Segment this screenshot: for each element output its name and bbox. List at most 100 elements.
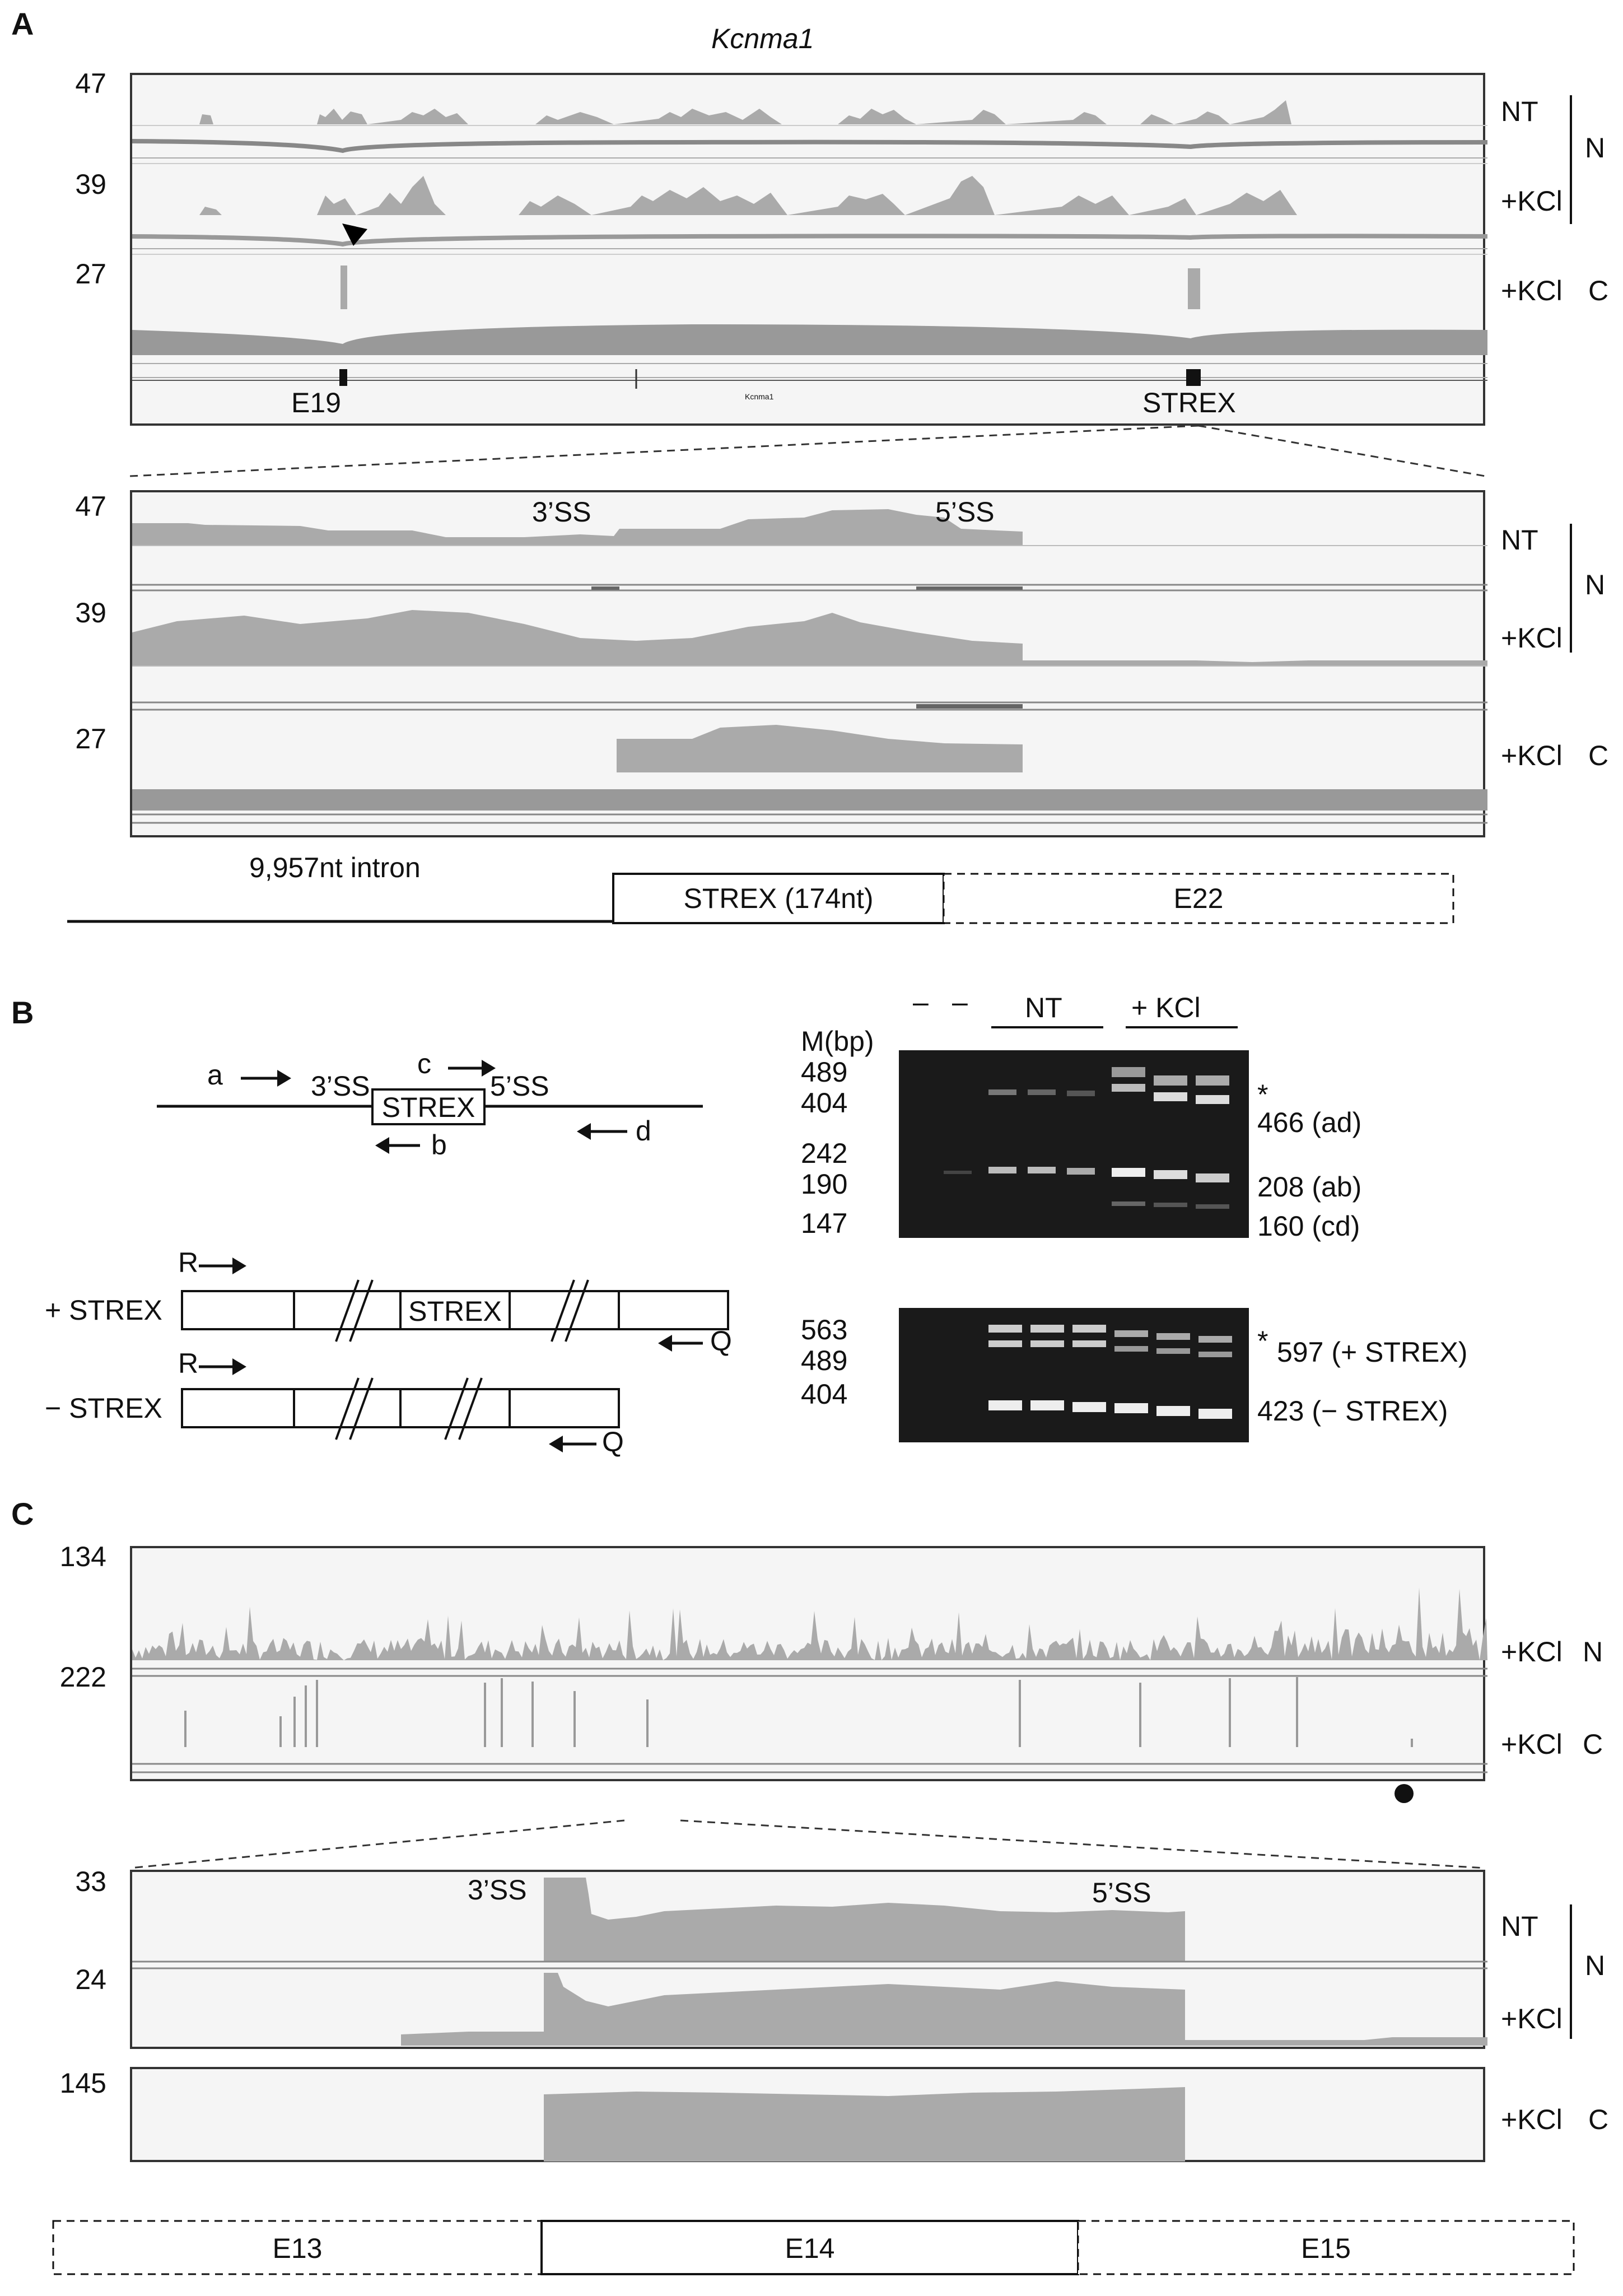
- panel-a-top-track: [130, 73, 1488, 426]
- panel-c-kcl-c-track: [130, 2067, 1485, 2162]
- panel-c-top-track: [130, 1546, 1487, 1781]
- c-zoom-cond-nt: NT: [1501, 1911, 1538, 1942]
- a-zoom-scale-2: 39: [75, 597, 106, 628]
- gel-bottom-bands: [988, 1325, 1232, 1419]
- c-zoom-scale-2: 24: [75, 1964, 106, 1995]
- intron-label: 9,957nt intron: [249, 852, 421, 883]
- panel-a-top-coverage: [132, 100, 1488, 389]
- strex-exon-label: STREX (174nt): [683, 883, 874, 914]
- primer-c: c: [417, 1048, 431, 1079]
- gel-top-star: *: [1257, 1079, 1268, 1110]
- gel-group-kcl: + KCl: [1131, 992, 1201, 1023]
- primer-q-top: Q: [710, 1325, 732, 1357]
- c-top-group-n: N: [1583, 1636, 1603, 1668]
- gel-marker-header: M(bp): [801, 1026, 874, 1057]
- a-zoom-group-n: N: [1585, 569, 1606, 600]
- c-zoom-3ss: 3’SS: [468, 1874, 527, 1906]
- primer-q-bottom: Q: [602, 1426, 624, 1457]
- a-top-group-bracket: [1570, 95, 1572, 224]
- a-zoom-cond-nt: NT: [1501, 524, 1538, 556]
- primer-r-top: R: [178, 1247, 199, 1278]
- panel-a-zoom-coverage: [132, 509, 1487, 824]
- c-zoom-cond-kcl-n: +KCl: [1501, 2003, 1563, 2034]
- c-top-cond-n: +KCl: [1501, 1636, 1563, 1668]
- gel-band-160: 160 (cd): [1257, 1210, 1360, 1242]
- gel-lane-dash-1: –: [913, 986, 929, 1018]
- c-top-cond-c: +KCl: [1501, 1729, 1563, 1760]
- exon-e14: E14: [785, 2233, 835, 2264]
- gel-bottom-star: *: [1257, 1325, 1268, 1357]
- c-zoom-group-c: C: [1588, 2104, 1609, 2135]
- gel-top-marker-190: 190: [801, 1168, 848, 1200]
- c-zoom-scale-3: 145: [59, 2067, 106, 2099]
- c-zoom-scale-1: 33: [75, 1866, 106, 1897]
- e22-exon-label: E22: [1173, 883, 1224, 914]
- a-zoom-cond-kcl-c: +KCl: [1501, 740, 1563, 771]
- gel-bottom-marker-489: 489: [801, 1345, 848, 1376]
- gene-track-label: Kcnma1: [745, 392, 774, 401]
- c-zoom-group-n: N: [1585, 1950, 1606, 1981]
- gel-top-marker-489: 489: [801, 1056, 848, 1088]
- plus-strex-label: + STREX: [45, 1294, 162, 1326]
- a-zoom-cond-kcl-n: +KCl: [1501, 622, 1563, 654]
- gel-top-marker-147: 147: [801, 1208, 848, 1239]
- exon-strex-label: STREX: [1142, 387, 1236, 418]
- panel-b-letter: B: [11, 995, 34, 1030]
- a-zoom-group-bracket: [1570, 524, 1572, 653]
- gel-group-nt: NT: [1025, 992, 1062, 1023]
- c-zoom-cond-kcl-c: +KCl: [1501, 2104, 1563, 2135]
- panel-c-zoom-coverage: [132, 1878, 1487, 2046]
- primer-d: d: [636, 1115, 651, 1147]
- gel-band-597: 597 (+ STREX): [1277, 1336, 1468, 1368]
- primer-b: b: [431, 1129, 447, 1161]
- gel-kcl-bar: [1126, 1026, 1238, 1028]
- a-zoom-group-c: C: [1588, 740, 1609, 771]
- b-strex-box-label: STREX: [381, 1092, 475, 1123]
- gel-band-423: 423 (− STREX): [1257, 1395, 1448, 1427]
- gel-band-466: 466 (ad): [1257, 1107, 1362, 1138]
- a-zoom-scale-3: 27: [75, 723, 106, 755]
- a-top-scale-2: 39: [75, 169, 106, 200]
- gel-top-image: [899, 1050, 1249, 1238]
- a-top-cond-kcl-c: +KCl: [1501, 275, 1563, 306]
- c-top-scale-1: 134: [59, 1541, 106, 1572]
- panel-a-title: Kcnma1: [711, 23, 814, 54]
- c-top-scale-2: 222: [59, 1661, 106, 1693]
- exon-e13: E13: [272, 2233, 323, 2264]
- gel-bottom-image: [899, 1308, 1249, 1442]
- panel-c-letter: C: [11, 1496, 34, 1531]
- gel-nt-bar: [991, 1026, 1103, 1028]
- a-top-scale-1: 47: [75, 68, 106, 99]
- a-zoom-scale-1: 47: [75, 491, 106, 522]
- panel-c-kcl-c-coverage: [544, 2087, 1185, 2162]
- c-zoom-5ss: 5’SS: [1092, 1877, 1151, 1908]
- gel-top-marker-242: 242: [801, 1138, 848, 1169]
- b-3ss: 3’SS: [311, 1070, 370, 1102]
- gel-top-bands: [944, 1067, 1229, 1209]
- exon-e19-label: E19: [291, 387, 341, 418]
- b-strex-exon-label: STREX: [408, 1296, 502, 1327]
- dot-marker: [1395, 1784, 1414, 1803]
- panel-c-zoom-track: [130, 1870, 1487, 2049]
- a-top-group-n: N: [1585, 132, 1606, 164]
- gel-band-208: 208 (ab): [1257, 1171, 1362, 1203]
- c-top-group-c: C: [1583, 1729, 1603, 1760]
- primer-a: a: [207, 1059, 223, 1091]
- gel-bottom-marker-563: 563: [801, 1314, 848, 1345]
- a-top-scale-3: 27: [75, 258, 106, 290]
- gel-bottom-marker-404: 404: [801, 1378, 848, 1410]
- primer-r-bottom: R: [178, 1348, 199, 1379]
- c-zoom-group-bracket: [1570, 1904, 1572, 2039]
- gel-lane-dash-2: –: [952, 986, 968, 1018]
- a-top-group-c: C: [1588, 275, 1609, 306]
- panel-a-zoom-track: [130, 490, 1487, 837]
- exon-e15: E15: [1301, 2233, 1351, 2264]
- b-5ss: 5’SS: [490, 1070, 549, 1102]
- panel-a-letter: A: [11, 6, 34, 41]
